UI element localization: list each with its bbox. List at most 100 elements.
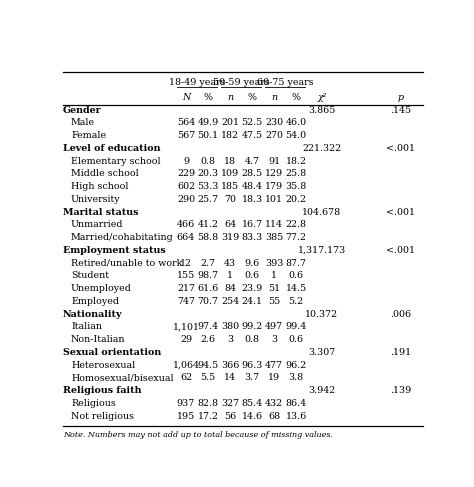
Text: Not religious: Not religious — [71, 412, 134, 421]
Text: 49.9: 49.9 — [197, 118, 219, 128]
Text: 2.6: 2.6 — [201, 335, 216, 344]
Text: 229: 229 — [177, 169, 195, 178]
Text: Gender: Gender — [63, 106, 101, 115]
Text: Homosexual/bisexual: Homosexual/bisexual — [71, 374, 173, 382]
Text: 77.2: 77.2 — [286, 233, 307, 242]
Text: 94.5: 94.5 — [197, 361, 219, 370]
Text: 82.8: 82.8 — [198, 399, 219, 408]
Text: 179: 179 — [265, 182, 283, 191]
Text: 182: 182 — [221, 131, 239, 140]
Text: 1,317.173: 1,317.173 — [298, 246, 346, 255]
Text: 3.865: 3.865 — [308, 106, 336, 115]
Text: 3.7: 3.7 — [245, 374, 260, 382]
Text: University: University — [71, 195, 120, 204]
Text: 60-75 years: 60-75 years — [257, 78, 313, 87]
Text: 10.372: 10.372 — [305, 310, 338, 318]
Text: High school: High school — [71, 182, 128, 191]
Text: Female: Female — [71, 131, 106, 140]
Text: Unemployed: Unemployed — [71, 284, 132, 293]
Text: 155: 155 — [177, 271, 195, 281]
Text: 217: 217 — [177, 284, 195, 293]
Text: Male: Male — [71, 118, 95, 128]
Text: 497: 497 — [265, 322, 283, 332]
Text: .139: .139 — [390, 386, 411, 395]
Text: 3: 3 — [271, 335, 277, 344]
Text: Retired/unable to work: Retired/unable to work — [71, 259, 182, 268]
Text: 52.5: 52.5 — [241, 118, 263, 128]
Text: 87.7: 87.7 — [286, 259, 307, 268]
Text: <.001: <.001 — [386, 144, 415, 153]
Text: 48.4: 48.4 — [242, 182, 263, 191]
Text: 937: 937 — [177, 399, 195, 408]
Text: Religious: Religious — [71, 399, 116, 408]
Text: 17.2: 17.2 — [198, 412, 219, 421]
Text: 327: 327 — [221, 399, 239, 408]
Text: .191: .191 — [390, 348, 411, 357]
Text: 18.2: 18.2 — [286, 157, 307, 166]
Text: 18: 18 — [224, 157, 236, 166]
Text: 0.6: 0.6 — [289, 271, 304, 281]
Text: 3.307: 3.307 — [308, 348, 336, 357]
Text: %: % — [203, 94, 212, 102]
Text: Note. Numbers may not add up to total because of missing values.: Note. Numbers may not add up to total be… — [63, 431, 333, 439]
Text: 35.8: 35.8 — [285, 182, 307, 191]
Text: %: % — [292, 94, 301, 102]
Text: χ²: χ² — [317, 94, 327, 102]
Text: 64: 64 — [224, 221, 236, 229]
Text: 50-59 years: 50-59 years — [213, 78, 269, 87]
Text: 101: 101 — [265, 195, 283, 204]
Text: 68: 68 — [268, 412, 280, 421]
Text: 55: 55 — [268, 297, 280, 306]
Text: 1,101: 1,101 — [173, 322, 200, 332]
Text: 104.678: 104.678 — [302, 207, 341, 217]
Text: 254: 254 — [221, 297, 239, 306]
Text: .145: .145 — [390, 106, 411, 115]
Text: <.001: <.001 — [386, 207, 415, 217]
Text: 185: 185 — [221, 182, 239, 191]
Text: Italian: Italian — [71, 322, 102, 332]
Text: 12: 12 — [180, 259, 192, 268]
Text: 602: 602 — [177, 182, 195, 191]
Text: 24.1: 24.1 — [242, 297, 263, 306]
Text: 43: 43 — [224, 259, 236, 268]
Text: 56: 56 — [224, 412, 236, 421]
Text: 0.8: 0.8 — [201, 157, 216, 166]
Text: Elementary school: Elementary school — [71, 157, 161, 166]
Text: 380: 380 — [221, 322, 239, 332]
Text: Level of education: Level of education — [63, 144, 160, 153]
Text: 230: 230 — [265, 118, 283, 128]
Text: 83.3: 83.3 — [241, 233, 263, 242]
Text: 20.3: 20.3 — [198, 169, 219, 178]
Text: Sexual orientation: Sexual orientation — [63, 348, 161, 357]
Text: 70.7: 70.7 — [198, 297, 219, 306]
Text: 41.2: 41.2 — [198, 221, 219, 229]
Text: 46.0: 46.0 — [286, 118, 307, 128]
Text: 99.2: 99.2 — [241, 322, 263, 332]
Text: 18.3: 18.3 — [242, 195, 263, 204]
Text: 28.5: 28.5 — [242, 169, 263, 178]
Text: 13.6: 13.6 — [285, 412, 307, 421]
Text: 319: 319 — [221, 233, 239, 242]
Text: n: n — [227, 94, 233, 102]
Text: Student: Student — [71, 271, 109, 281]
Text: %: % — [247, 94, 256, 102]
Text: 61.6: 61.6 — [197, 284, 219, 293]
Text: 129: 129 — [265, 169, 283, 178]
Text: 109: 109 — [221, 169, 239, 178]
Text: 290: 290 — [177, 195, 195, 204]
Text: 22.8: 22.8 — [286, 221, 307, 229]
Text: Middle school: Middle school — [71, 169, 139, 178]
Text: 54.0: 54.0 — [286, 131, 307, 140]
Text: 19: 19 — [268, 374, 280, 382]
Text: 25.7: 25.7 — [198, 195, 219, 204]
Text: Employed: Employed — [71, 297, 119, 306]
Text: 50.1: 50.1 — [198, 131, 219, 140]
Text: 432: 432 — [265, 399, 283, 408]
Text: 9: 9 — [183, 157, 189, 166]
Text: 564: 564 — [177, 118, 195, 128]
Text: 5.2: 5.2 — [289, 297, 304, 306]
Text: N: N — [182, 94, 190, 102]
Text: 18-49 years: 18-49 years — [169, 78, 225, 87]
Text: 477: 477 — [265, 361, 283, 370]
Text: .006: .006 — [390, 310, 411, 318]
